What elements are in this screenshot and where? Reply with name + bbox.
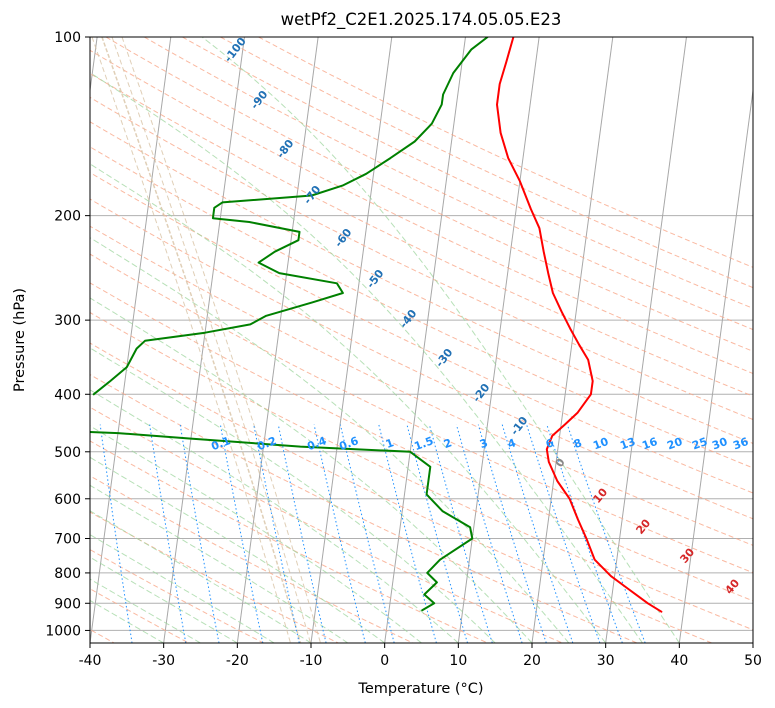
mixing-ratio-label: 0.4 [305, 434, 328, 453]
isotherm-line [605, 37, 687, 643]
mixing-ratio-line [566, 424, 646, 643]
moist-adiabat-line [90, 599, 164, 643]
moist-adiabat-line [90, 556, 238, 643]
moist-adiabat-line [90, 534, 275, 643]
reference-curve-line [91, 37, 291, 643]
x-tick-label: 50 [744, 653, 762, 669]
isotherm-line [531, 37, 614, 643]
mixing-ratio-label: 36 [731, 435, 750, 453]
mixing-ratio-line [406, 424, 468, 643]
y-tick-label: 600 [54, 492, 81, 508]
dry-adiabat-line [220, 37, 753, 289]
mixing-ratio-line [313, 424, 366, 643]
isotherm-line [236, 37, 319, 643]
moist-adiabat-line [90, 484, 349, 643]
isotherm-line [163, 37, 245, 643]
dewpoint-line-upper [92, 37, 489, 396]
mixing-ratio-line [253, 424, 300, 643]
dry-adiabat-line [90, 172, 753, 494]
mixing-ratio-line [149, 424, 187, 643]
dry-adiabat-line [90, 225, 753, 546]
mixing-ratio-line [378, 424, 437, 643]
mixing-ratio-label: 8 [572, 436, 584, 451]
isotherm-line [457, 37, 540, 643]
y-tick-label: 900 [54, 596, 81, 612]
mixing-ratio-label: 3 [478, 436, 490, 451]
dry-adiabat-line [90, 121, 753, 444]
dry-adiabat-line [182, 37, 753, 309]
mixing-ratio-line [179, 424, 220, 643]
x-tick-label: -30 [152, 653, 175, 669]
y-tick-label: 700 [54, 532, 81, 548]
x-tick-label: -40 [79, 653, 102, 669]
mixing-ratio-label: 0.2 [255, 434, 278, 453]
mixing-ratio-label: 4 [506, 436, 518, 451]
reference-curve-line [101, 37, 302, 643]
y-tick-label: 1000 [45, 623, 81, 639]
temperature-line [496, 37, 663, 613]
y-tick-label: 400 [54, 387, 81, 403]
y-tick-label: 200 [54, 209, 81, 225]
mixing-ratio-label: 13 [618, 435, 637, 452]
x-tick-label: 0 [380, 653, 389, 669]
x-axis-label: Temperature (°C) [357, 681, 483, 697]
dry-adiabat-line [90, 96, 753, 421]
mixing-ratio-line [546, 424, 623, 643]
x-tick-label: 10 [449, 653, 467, 669]
mixing-ratio-line [526, 424, 601, 643]
x-tick-label: 30 [597, 653, 615, 669]
mixing-ratio-label: 30 [710, 435, 729, 453]
x-tick-label: 40 [670, 653, 688, 669]
chart-title: wetPf2_C2E1.2025.174.05.05.E23 [281, 10, 562, 30]
mixing-ratio-label: 1.5 [412, 434, 435, 453]
plot-frame [89, 36, 754, 644]
moist-adiabat-line [90, 578, 201, 643]
isotherm-line [384, 37, 466, 643]
dry-adiabat-line [90, 198, 753, 520]
x-tick-label: -20 [226, 653, 249, 669]
dry-adiabat-line [90, 49, 753, 375]
mixing-ratio-line [277, 424, 327, 643]
mixing-ratio-label: 6 [544, 436, 556, 451]
y-tick-label: 100 [54, 30, 81, 46]
mixing-ratio-label: 25 [690, 435, 709, 452]
moist-adiabat-line [90, 456, 385, 643]
mixing-ratio-label: 2 [442, 436, 454, 451]
dry-adiabat-line [258, 37, 753, 268]
isotherm-line [678, 86, 753, 643]
moist-adiabat-line [201, 37, 680, 643]
mixing-ratio-label: 10 [591, 435, 610, 453]
dry-adiabat-line [90, 311, 753, 631]
y-tick-label: 500 [54, 445, 81, 461]
reference-curve-line [111, 37, 311, 643]
mixing-ratio-label: 1 [384, 436, 396, 451]
mixing-ratio-line [99, 424, 133, 643]
y-tick-label: 800 [54, 566, 81, 582]
mixing-ratio-label: 0.6 [337, 434, 360, 453]
moist-adiabat-line [90, 389, 459, 643]
moist-adiabat-line [90, 163, 607, 643]
x-tick-label: -10 [300, 653, 323, 669]
dry-adiabat-line [143, 37, 753, 331]
mixing-ratio-line [219, 424, 264, 643]
dry-adiabat-line [90, 253, 753, 574]
mixing-ratio-label: 20 [665, 435, 684, 453]
y-tick-label: 300 [54, 313, 81, 329]
reference-curve-line [121, 37, 321, 643]
moist-adiabat-line [90, 297, 533, 643]
mixing-ratio-label: 0.1 [209, 434, 232, 453]
dry-adiabat-line [105, 37, 753, 352]
dewpoint-line-lower [90, 431, 474, 612]
moist-adiabat-line [90, 72, 643, 643]
mixing-ratio-label: 16 [640, 435, 659, 453]
y-axis-label: Pressure (hPa) [12, 288, 28, 392]
x-tick-label: 20 [523, 653, 541, 669]
dry-adiabat-line [90, 72, 753, 397]
